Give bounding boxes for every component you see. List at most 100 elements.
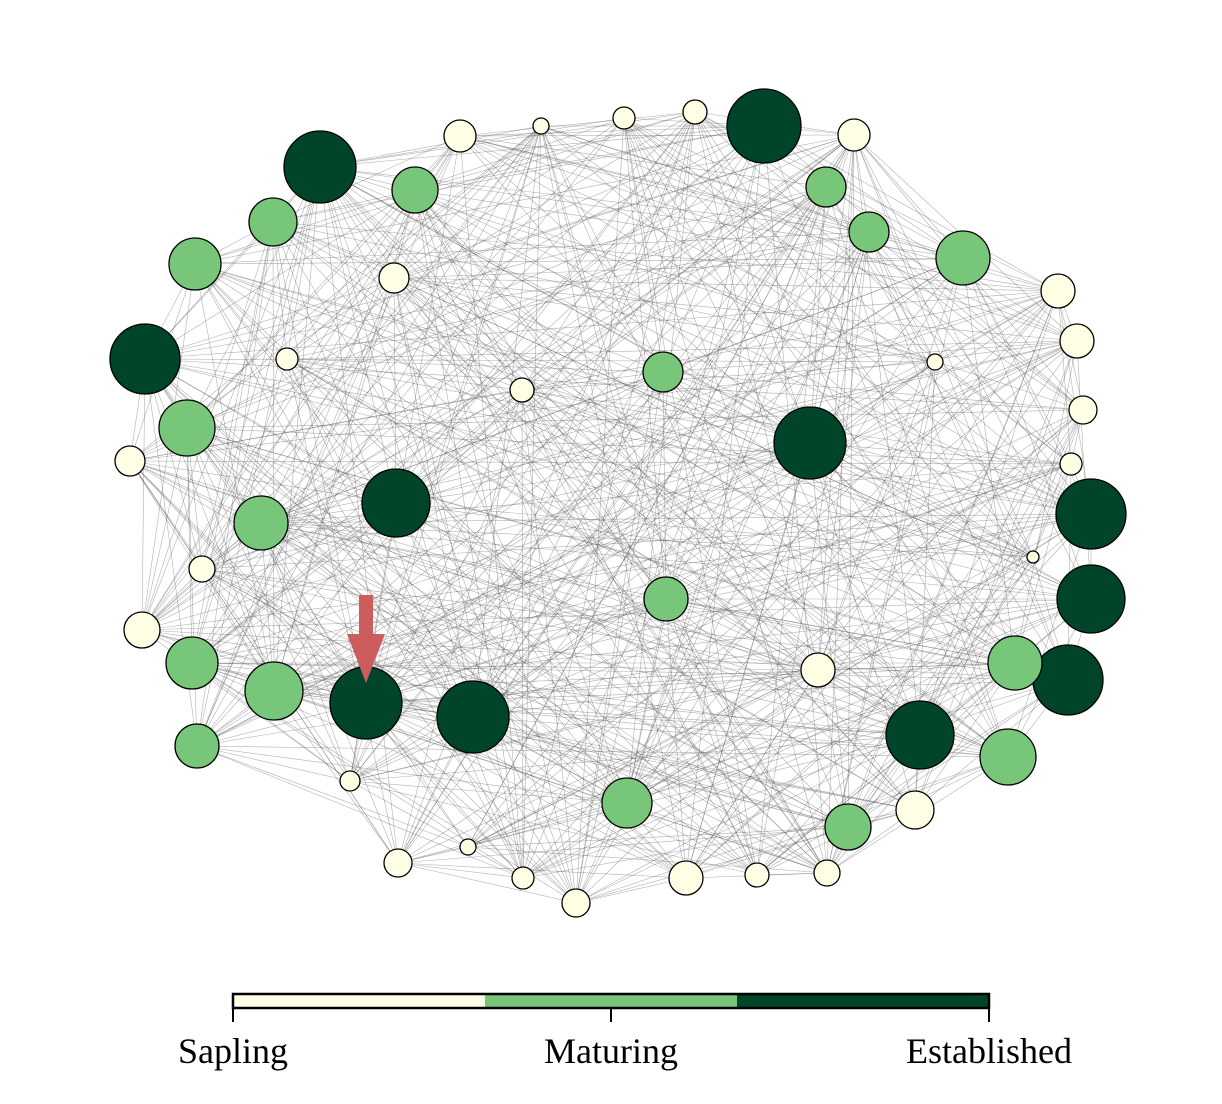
graph-edge <box>194 257 964 265</box>
graph-edge <box>286 358 1016 664</box>
graph-edge <box>694 111 819 671</box>
graph-edge <box>365 257 964 704</box>
graph-node-sapling <box>668 860 704 896</box>
graph-edge <box>319 166 474 718</box>
graph-edge <box>685 290 1059 879</box>
graph-edge <box>575 877 687 904</box>
graph-edge <box>868 231 1069 681</box>
graph-edge <box>662 371 1084 411</box>
graph-edge <box>623 117 758 876</box>
graph-edge <box>414 189 1092 515</box>
graph-edge <box>272 135 461 223</box>
graph-edge <box>414 189 628 804</box>
graph-edge <box>196 135 461 747</box>
graph-edge <box>626 802 828 874</box>
graph-edge <box>521 389 916 811</box>
graph-edge <box>186 186 827 429</box>
graph-edge <box>763 125 1009 758</box>
graph-edge <box>756 513 1092 876</box>
graph-edge <box>540 125 849 828</box>
graph-node-sapling <box>561 888 591 918</box>
graph-edge <box>662 371 1092 600</box>
graph-edge <box>665 598 916 811</box>
graph-edge <box>272 125 765 223</box>
graph-edge <box>665 231 870 600</box>
graph-edge <box>459 111 696 137</box>
graph-edge <box>694 111 811 444</box>
graph-edge <box>809 186 827 444</box>
graph-edge <box>141 277 395 631</box>
graph-edge <box>467 669 819 848</box>
graph-edge <box>868 231 1084 411</box>
graph-node-established <box>1056 564 1126 634</box>
graph-edge <box>414 189 828 874</box>
graph-node-sapling <box>114 445 146 477</box>
graph-edge <box>472 290 1059 718</box>
graph-edge <box>260 522 819 671</box>
graph-edge <box>365 463 1072 704</box>
graph-edge <box>962 257 1016 664</box>
graph-edge <box>319 166 811 444</box>
graph-edge <box>847 290 1059 828</box>
graph-edge <box>1076 340 1092 600</box>
graph-edge <box>662 371 921 736</box>
graph-edge <box>459 135 936 363</box>
graph-edge <box>467 134 855 848</box>
graph-edge <box>144 134 855 360</box>
graph-edge <box>817 134 855 671</box>
graph-edge <box>853 134 1034 558</box>
graph-edge <box>194 263 1069 681</box>
graph-edge <box>694 111 1069 681</box>
graph-edge <box>521 111 696 391</box>
colorbar: Sapling Maturing Established <box>178 992 1072 1071</box>
graph-edge <box>272 221 524 879</box>
graph-edge <box>397 862 524 879</box>
graph-node-maturing <box>642 351 684 393</box>
graph-edge <box>540 125 664 373</box>
graph-edge <box>397 734 921 864</box>
graph-edge <box>763 125 828 874</box>
graph-edge <box>626 290 1059 804</box>
graph-edge <box>414 189 524 879</box>
graph-edge <box>847 556 1034 828</box>
graph-edge <box>626 662 1016 804</box>
graph-edge <box>129 340 1078 462</box>
graph-edge <box>286 125 542 360</box>
graph-edge <box>575 125 765 904</box>
graph-node-maturing <box>987 635 1043 691</box>
graph-edge <box>141 135 461 631</box>
graph-edge <box>186 427 275 692</box>
graph-edge <box>914 662 1016 811</box>
graph-edge <box>472 125 542 718</box>
graph-edge <box>414 189 577 904</box>
graph-node-established <box>773 406 847 480</box>
graph-edge <box>626 409 1084 804</box>
graph-edge <box>286 358 524 879</box>
graph-edge <box>1032 409 1084 558</box>
graph-edge <box>522 669 819 879</box>
graph-node-established <box>726 88 802 164</box>
graph-edge <box>694 111 1009 758</box>
graph-edge <box>260 442 811 524</box>
graph-edge <box>575 734 921 904</box>
graph-edge <box>521 389 577 904</box>
graph-edge <box>191 186 827 664</box>
graph-edge <box>665 598 687 879</box>
graph-edge <box>395 186 827 504</box>
graph-edge <box>395 340 1078 504</box>
graph-edge <box>141 189 416 631</box>
graph-edge <box>191 502 397 664</box>
graph-edge <box>129 460 351 782</box>
graph-edge <box>191 662 351 782</box>
graph-edge <box>626 134 855 804</box>
graph-edge <box>186 189 416 429</box>
graph-edge <box>414 125 765 191</box>
graph-edge <box>186 166 321 429</box>
graph-edge <box>540 125 758 876</box>
graph-edge <box>191 662 916 811</box>
graph-edge <box>260 522 1016 664</box>
graph-node-sapling <box>443 119 477 153</box>
graph-edge <box>847 679 1069 828</box>
graph-edge <box>809 442 849 828</box>
